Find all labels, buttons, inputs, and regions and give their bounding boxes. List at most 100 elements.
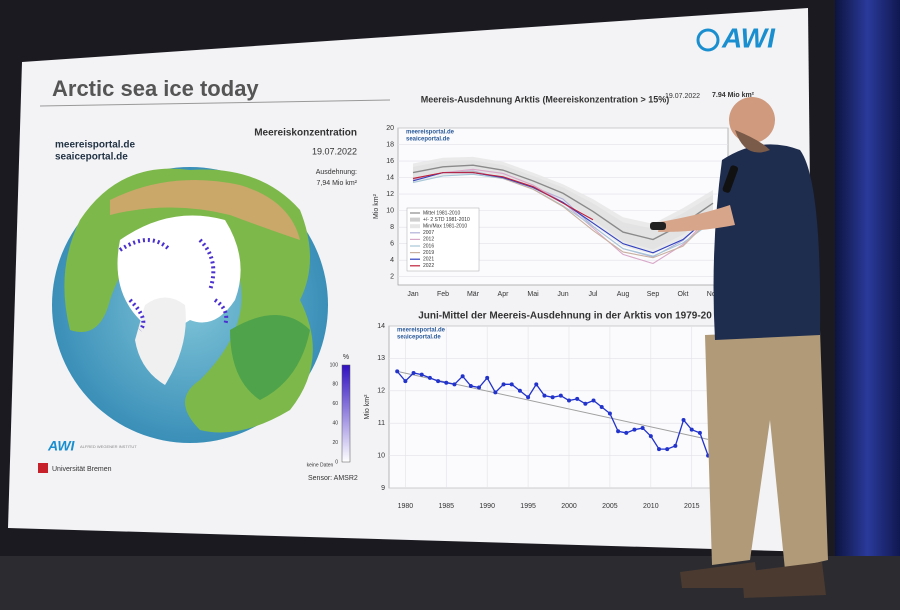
colorbar-label: % xyxy=(343,354,349,361)
map-heading: Meereiskonzentration xyxy=(254,128,357,139)
y-tick-label: 6 xyxy=(390,241,394,248)
series-line xyxy=(412,164,714,241)
data-point xyxy=(517,388,522,393)
x-tick-label: Feb xyxy=(437,291,449,298)
current-extent: 7.94 Mio km² xyxy=(712,92,755,99)
data-point xyxy=(395,369,400,374)
x-tick-label: Mai xyxy=(527,291,539,298)
map-date: 19.07.2022 xyxy=(312,146,357,156)
legend-label: 2016 xyxy=(423,243,434,249)
data-point xyxy=(640,426,645,431)
legend-label: Mittel 1981-2010 xyxy=(423,210,460,216)
data-point xyxy=(567,398,571,403)
x-tick-label: 2010 xyxy=(643,503,659,510)
awi-logo-mark xyxy=(696,28,720,52)
y-tick-label: 10 xyxy=(386,207,394,214)
legend-label: 2007 xyxy=(423,230,434,236)
institute-name: ALFRED WEGENER INSTITUT xyxy=(80,444,137,449)
data-point xyxy=(493,390,498,395)
data-point xyxy=(591,398,596,403)
data-point xyxy=(534,382,539,387)
extent-value: 7,94 Mio km² xyxy=(317,180,358,187)
x-tick-label: Jul xyxy=(589,291,598,298)
watermark: meereisportal.de xyxy=(406,130,455,136)
series-line xyxy=(412,173,714,257)
x-tick-label: Sep xyxy=(647,291,660,298)
data-point xyxy=(542,393,547,398)
x-tick-label: 2015 xyxy=(684,503,700,510)
colorbar xyxy=(341,364,351,463)
watermark: seaiceportal.de xyxy=(406,137,450,143)
y-axis-label: Mio km² xyxy=(373,193,380,219)
colorbar-tick-label: 40 xyxy=(332,421,338,427)
microphone xyxy=(722,165,739,193)
y-tick-label: 10 xyxy=(377,452,385,459)
series-line xyxy=(412,172,594,221)
colorbar-tick-label: 20 xyxy=(332,440,338,446)
x-tick-label: 1995 xyxy=(520,503,536,510)
data-point xyxy=(648,434,653,439)
x-tick-label: 2005 xyxy=(602,503,618,510)
data-point xyxy=(575,396,580,401)
ice-concentration xyxy=(118,238,229,332)
data-point xyxy=(526,395,531,400)
data-point xyxy=(657,447,661,452)
legend-label: Min/Max 1981-2010 xyxy=(423,224,467,230)
sensor: Sensor: AMSR2 xyxy=(308,475,358,482)
y-tick-label: 14 xyxy=(386,174,394,181)
colorbar-tick-label: 60 xyxy=(332,401,338,407)
x-tick-label: 2000 xyxy=(561,503,577,510)
x-tick-label: Aug xyxy=(617,291,630,298)
data-point xyxy=(436,379,441,384)
x-tick-label: Jan xyxy=(407,291,418,298)
data-point xyxy=(665,447,670,452)
y-tick-label: 20 xyxy=(386,125,394,132)
legend-label: 2012 xyxy=(423,237,434,243)
trousers xyxy=(705,330,828,570)
y-tick-label: 14 xyxy=(377,323,385,330)
y-tick-label: 16 xyxy=(386,158,394,165)
map-panel: meereisportal.de seaiceportal.de Meereis… xyxy=(38,128,358,482)
data-point xyxy=(419,372,424,377)
uni-logo xyxy=(38,463,48,473)
chart-title: Meereis-Ausdehnung Arktis (Meereiskonzen… xyxy=(421,94,669,104)
x-tick-label: 1980 xyxy=(398,503,414,510)
data-point xyxy=(689,427,694,432)
data-point xyxy=(632,427,637,432)
curtain xyxy=(835,0,900,560)
data-point xyxy=(427,375,432,380)
beard xyxy=(735,130,770,153)
extent-label: Ausdehnung: xyxy=(316,169,357,176)
head xyxy=(729,97,775,143)
colorbar-tick-label: 100 xyxy=(330,362,339,368)
watermark: seaiceportal.de xyxy=(397,335,441,341)
shoe xyxy=(680,562,758,588)
x-tick-label: Okt xyxy=(678,291,689,298)
portal-name: meereisportal.de xyxy=(55,140,135,151)
colorbar-tick-label: 80 xyxy=(332,382,338,388)
data-point xyxy=(550,395,555,400)
data-point xyxy=(607,411,612,416)
sea-ice xyxy=(117,215,241,330)
arm xyxy=(658,205,735,232)
data-point xyxy=(460,374,465,379)
shirt xyxy=(713,144,821,340)
greenland xyxy=(135,297,186,385)
charts: 0 20 40 60 80 100 Meereis-Ausdehnung Arktis (M… xyxy=(330,92,755,510)
portal-name: seaiceportal.de xyxy=(55,152,128,163)
title-rule xyxy=(39,99,391,107)
data-point xyxy=(501,382,506,387)
y-tick-label: 18 xyxy=(386,141,394,148)
data-point xyxy=(477,385,481,390)
land xyxy=(230,315,310,400)
data-point xyxy=(468,383,473,388)
y-tick-label: 8 xyxy=(390,224,394,231)
shoe xyxy=(742,562,826,598)
awi-logo: AWI xyxy=(721,22,776,53)
legend-label: 2019 xyxy=(423,250,434,256)
y-tick-label: 11 xyxy=(378,420,385,427)
no-data-label: keine Daten xyxy=(307,462,334,468)
y-tick-label: 4 xyxy=(390,257,394,264)
data-point xyxy=(558,393,563,398)
